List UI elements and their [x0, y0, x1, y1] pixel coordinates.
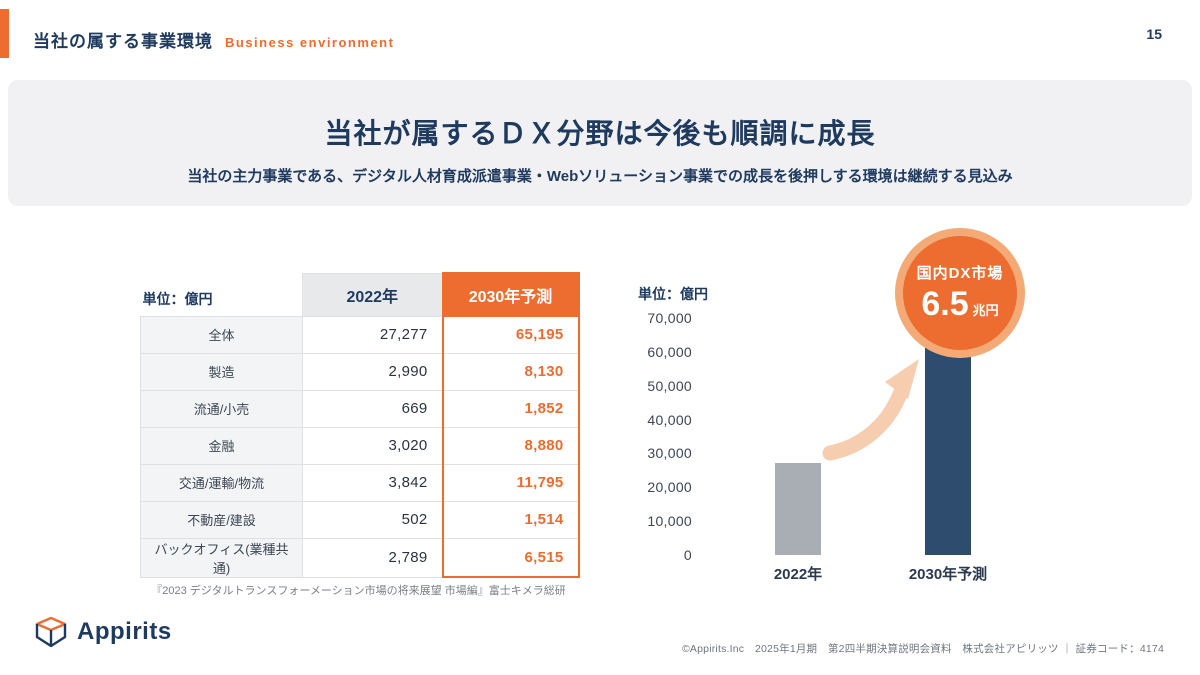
col-header-2030-forecast: 2030年予測 [441, 272, 580, 317]
table-row: 交通/運輸/物流 3,842 11,795 [140, 463, 580, 502]
table-source-note: 『2023 デジタルトランスフォーメーション市場の将来展望 市場編』富士キメラ総… [151, 585, 566, 597]
value-2022: 3,020 [302, 426, 443, 465]
value-2022: 669 [302, 389, 443, 428]
bar-1 [925, 334, 971, 555]
bar-plot [705, 318, 1165, 555]
y-tick: 40,000 [647, 411, 692, 428]
row-label: 金融 [140, 426, 303, 465]
value-2030: 8,880 [441, 426, 580, 465]
banner-title: 当社が属するＤＸ分野は今後も順調に成長 [324, 118, 876, 149]
row-label: 流通/小売 [140, 389, 303, 428]
table-row: 全体 27,277 65,195 [140, 315, 580, 354]
value-2030: 6,515 [441, 537, 580, 578]
appirits-logo: Appirits [34, 616, 172, 648]
footer-copyright: ©Appirits.Inc 2025年1月期 第2四半期決算説明会資料 株式会社… [681, 643, 1164, 655]
value-2030: 65,195 [441, 315, 580, 354]
row-label: 製造 [140, 352, 303, 391]
y-tick: 0 [683, 546, 692, 563]
x-label-2030-forecast: 2030年予測 [908, 566, 988, 583]
table-row: 製造 2,990 8,130 [140, 352, 580, 391]
chart-unit-label: 単位：億円 [638, 286, 708, 302]
header-accent-bar [0, 9, 9, 58]
badge-unit: 兆円 [972, 303, 999, 318]
dx-market-bar-chart: 単位：億円 70,000 60,000 50,000 40,000 30,000… [620, 228, 1180, 610]
table-header-row: 単位：億円 2022年 2030年予測 [140, 272, 580, 317]
row-label: 交通/運輸/物流 [140, 463, 303, 502]
growth-arrow-icon [822, 359, 919, 461]
value-2030: 11,795 [441, 463, 580, 502]
y-tick: 20,000 [647, 479, 692, 496]
value-2022: 27,277 [302, 315, 443, 354]
y-tick: 60,000 [647, 343, 692, 360]
badge-value-row: 6.5 兆円 [921, 285, 998, 324]
table-row: 金融 3,020 8,880 [140, 426, 580, 465]
x-label-2022: 2022年 [773, 566, 823, 583]
bar-0 [775, 463, 821, 555]
table-unit-label: 単位：億円 [140, 273, 303, 316]
dx-market-table: 単位：億円 2022年 2030年予測 全体 27,277 65,195 製造 … [140, 272, 580, 578]
badge-label: 国内DX市場 [916, 265, 1004, 282]
value-2022: 502 [302, 500, 443, 539]
y-tick: 10,000 [647, 513, 692, 530]
value-2022: 3,842 [302, 463, 443, 502]
y-axis-tick-labels: 70,000 60,000 50,000 40,000 30,000 20,00… [620, 310, 692, 563]
banner-subtitle: 当社の主力事業である、デジタル人材育成派遣事業・Webソリューション事業での成長… [187, 168, 1013, 185]
dx-market-badge: 国内DX市場 6.5 兆円 [895, 228, 1025, 358]
row-label: 不動産/建設 [140, 500, 303, 539]
table-row: 不動産/建設 502 1,514 [140, 500, 580, 539]
row-label: 全体 [140, 315, 303, 354]
page-title: 当社の属する事業環境 [33, 32, 213, 51]
page-number: 15 [1146, 26, 1162, 42]
value-2022: 2,990 [302, 352, 443, 391]
page-title-en: Business environment [225, 35, 395, 50]
value-2030: 1,852 [441, 389, 580, 428]
value-2030: 8,130 [441, 352, 580, 391]
value-2030: 1,514 [441, 500, 580, 539]
header: 当社の属する事業環境 Business environment [33, 27, 394, 52]
appirits-cube-icon [35, 616, 67, 648]
col-header-2022: 2022年 [302, 272, 443, 317]
dx-market-badge-inner: 国内DX市場 6.5 兆円 [903, 236, 1017, 350]
value-2022: 2,789 [302, 537, 443, 578]
key-message-banner: 当社が属するＤＸ分野は今後も順調に成長 当社の主力事業である、デジタル人材育成派… [8, 80, 1192, 206]
y-tick: 50,000 [647, 377, 692, 394]
badge-value: 6.5 [921, 285, 969, 323]
logo-text: Appirits [77, 618, 172, 645]
table-row: 流通/小売 669 1,852 [140, 389, 580, 428]
table-row: バックオフィス(業種共通) 2,789 6,515 [140, 537, 580, 578]
y-tick: 30,000 [647, 445, 692, 462]
row-label: バックオフィス(業種共通) [140, 537, 303, 578]
y-tick: 70,000 [647, 310, 692, 326]
